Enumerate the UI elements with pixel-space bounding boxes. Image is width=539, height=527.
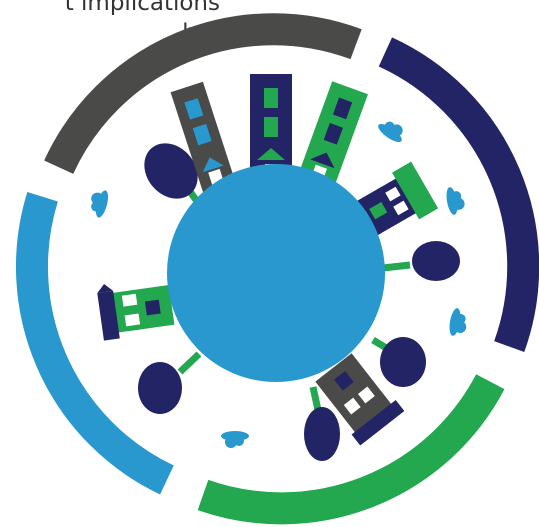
building-green-left xyxy=(97,284,175,341)
outer-ring xyxy=(16,13,539,525)
ring-segment-blue xyxy=(16,191,174,495)
ring-segment-grey xyxy=(44,13,362,174)
ring-segment-green xyxy=(197,374,505,525)
cloud-icon xyxy=(91,190,109,218)
caption-line-1: t implications xyxy=(64,0,220,16)
building-grey-bottom xyxy=(315,353,405,446)
building-grey-top xyxy=(170,81,237,196)
tree-icon xyxy=(144,143,199,203)
cloud-icon xyxy=(378,121,403,143)
tree-icon xyxy=(371,336,426,387)
tree-icon xyxy=(304,386,340,461)
cloud-icon xyxy=(449,308,467,336)
clouds xyxy=(91,121,467,448)
planet-globe xyxy=(167,164,385,382)
ring-segment-navy xyxy=(378,37,539,353)
cloud-icon xyxy=(221,431,249,448)
cloud-icon xyxy=(446,187,465,215)
tree-icon xyxy=(382,241,460,281)
trees xyxy=(138,143,460,461)
tree-icon xyxy=(138,351,202,414)
